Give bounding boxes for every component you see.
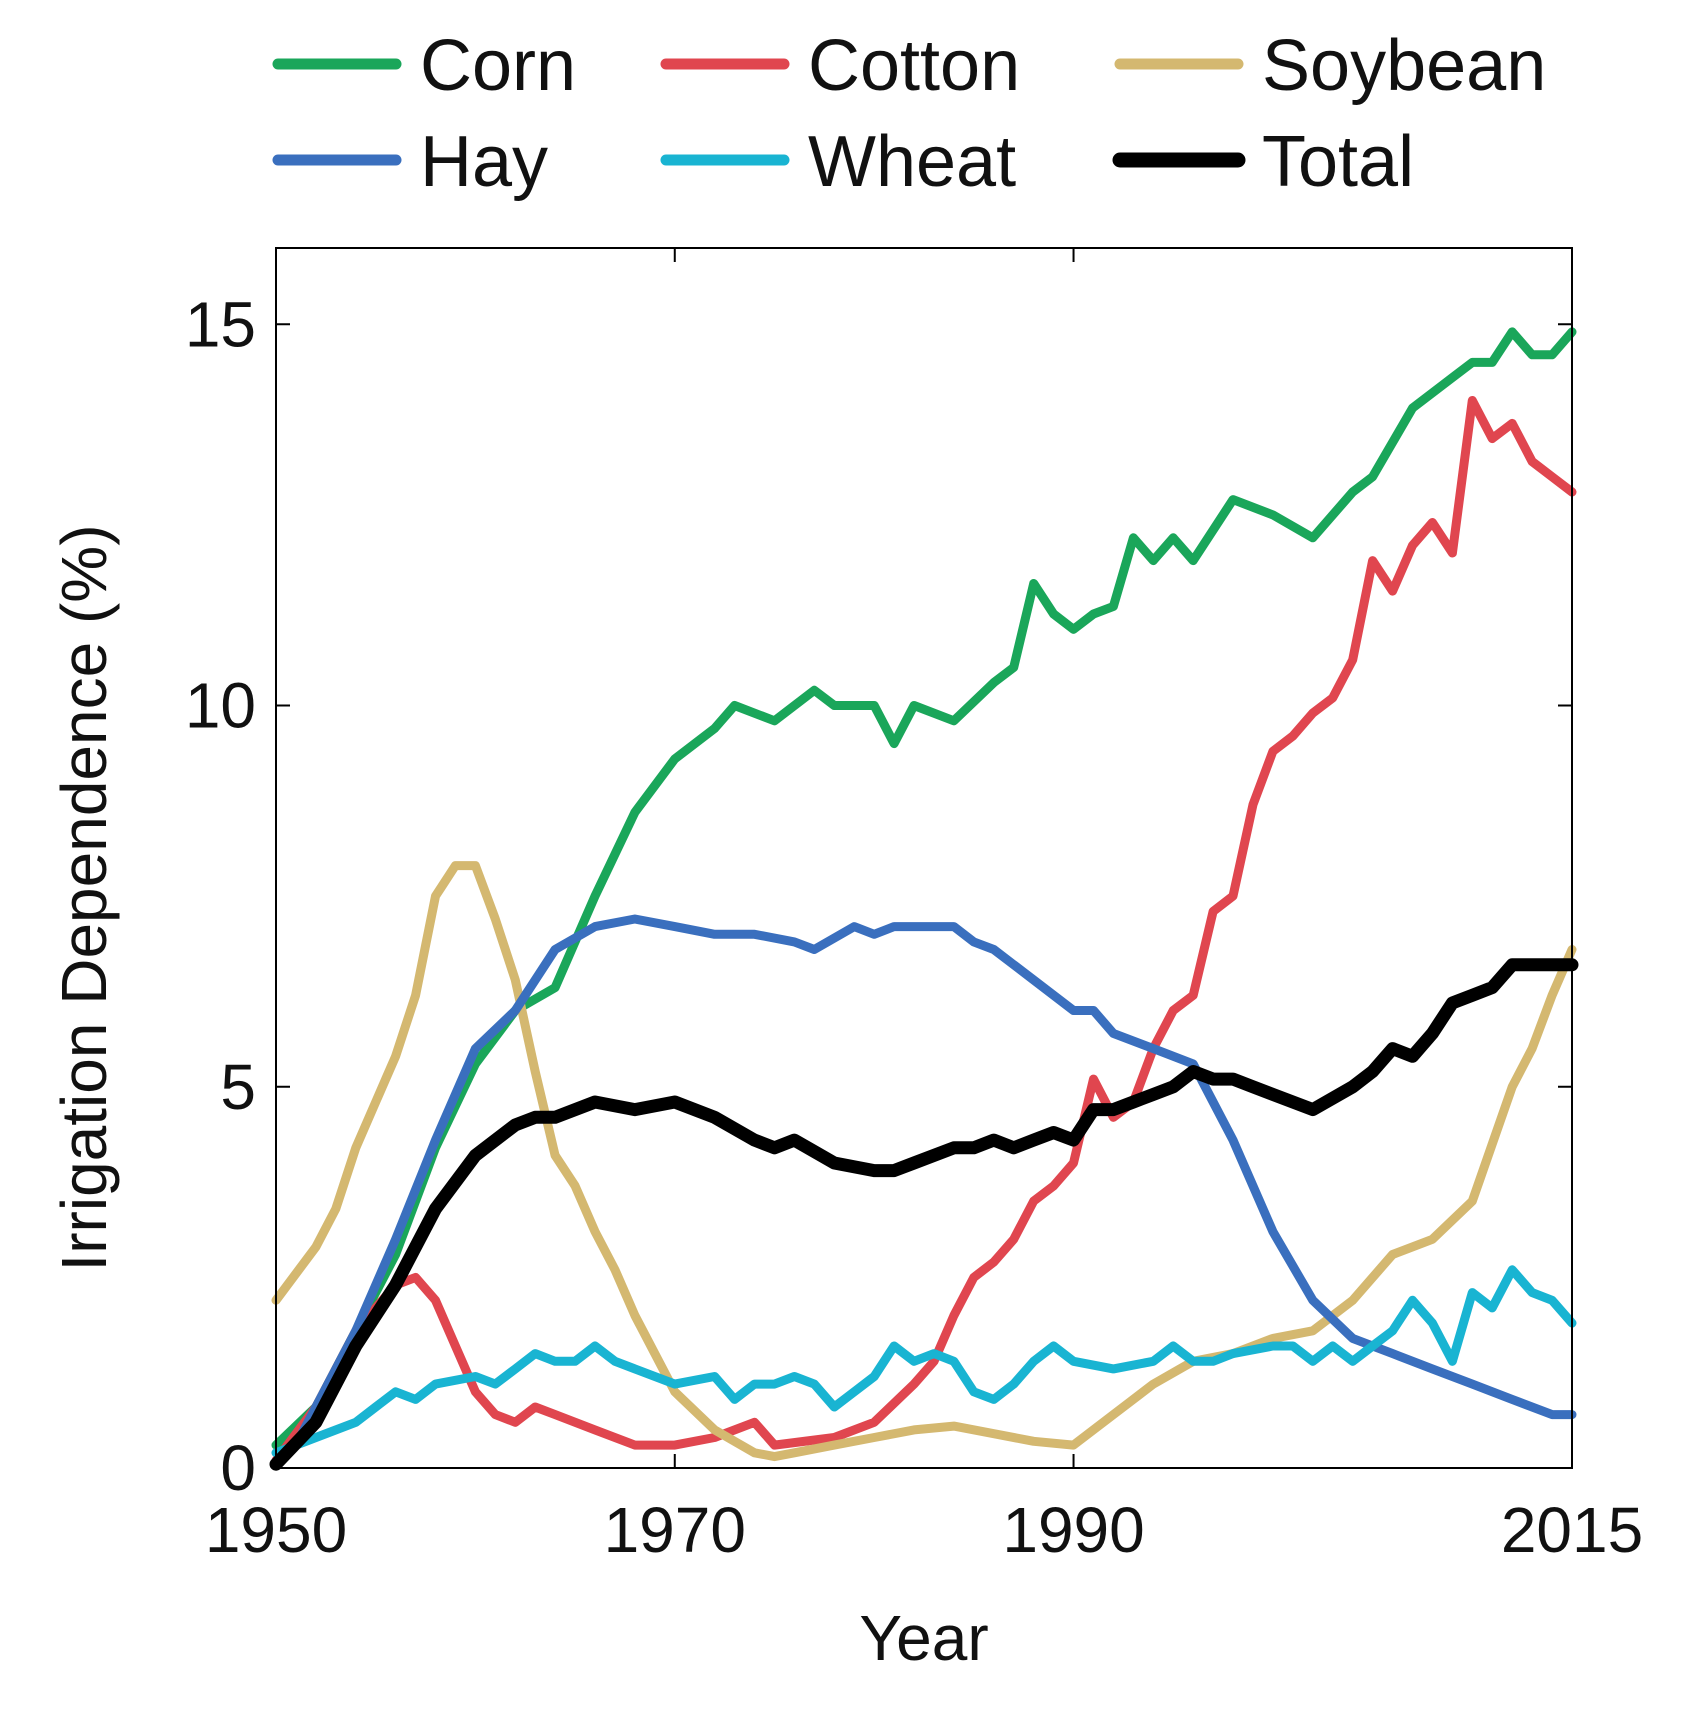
legend-label-total: Total	[1262, 122, 1414, 202]
axes: 1950 1970 1990 2015 0 5 10 15 Year Irrigation Dep…	[48, 247, 1643, 1674]
x-tick-label: 1950	[205, 1494, 347, 1566]
legend-label-wheat: Wheat	[808, 122, 1016, 202]
x-tick-label: 1970	[604, 1494, 746, 1566]
legend-label-cotton: Cotton	[808, 26, 1020, 106]
y-tick-label: 15	[185, 288, 256, 360]
plot-area	[269, 327, 1579, 1471]
series-line-corn	[271, 327, 1577, 1450]
y-tick-label: 5	[220, 1051, 256, 1123]
legend-label-hay: Hay	[420, 122, 548, 202]
series-line-soybean	[271, 861, 1577, 1462]
legend-label-soybean: Soybean	[1262, 26, 1546, 106]
series-line-wheat	[271, 1265, 1577, 1458]
series-line-cotton	[271, 396, 1577, 1465]
x-tick-label: 1990	[1002, 1494, 1144, 1566]
y-axis-title: Irrigation Dependence (%)	[48, 524, 120, 1271]
x-axis-title: Year	[859, 1602, 988, 1674]
series-line-total	[269, 958, 1579, 1471]
plot-frame	[275, 247, 1573, 1469]
series-line-hay	[271, 914, 1577, 1469]
y-tick-label: 10	[185, 670, 256, 742]
legend: Corn Cotton Soybean Hay Wheat Total	[272, 26, 1546, 202]
y-tick-label: 0	[220, 1432, 256, 1504]
legend-label-corn: Corn	[420, 26, 576, 106]
x-tick-label: 2015	[1501, 1494, 1643, 1566]
